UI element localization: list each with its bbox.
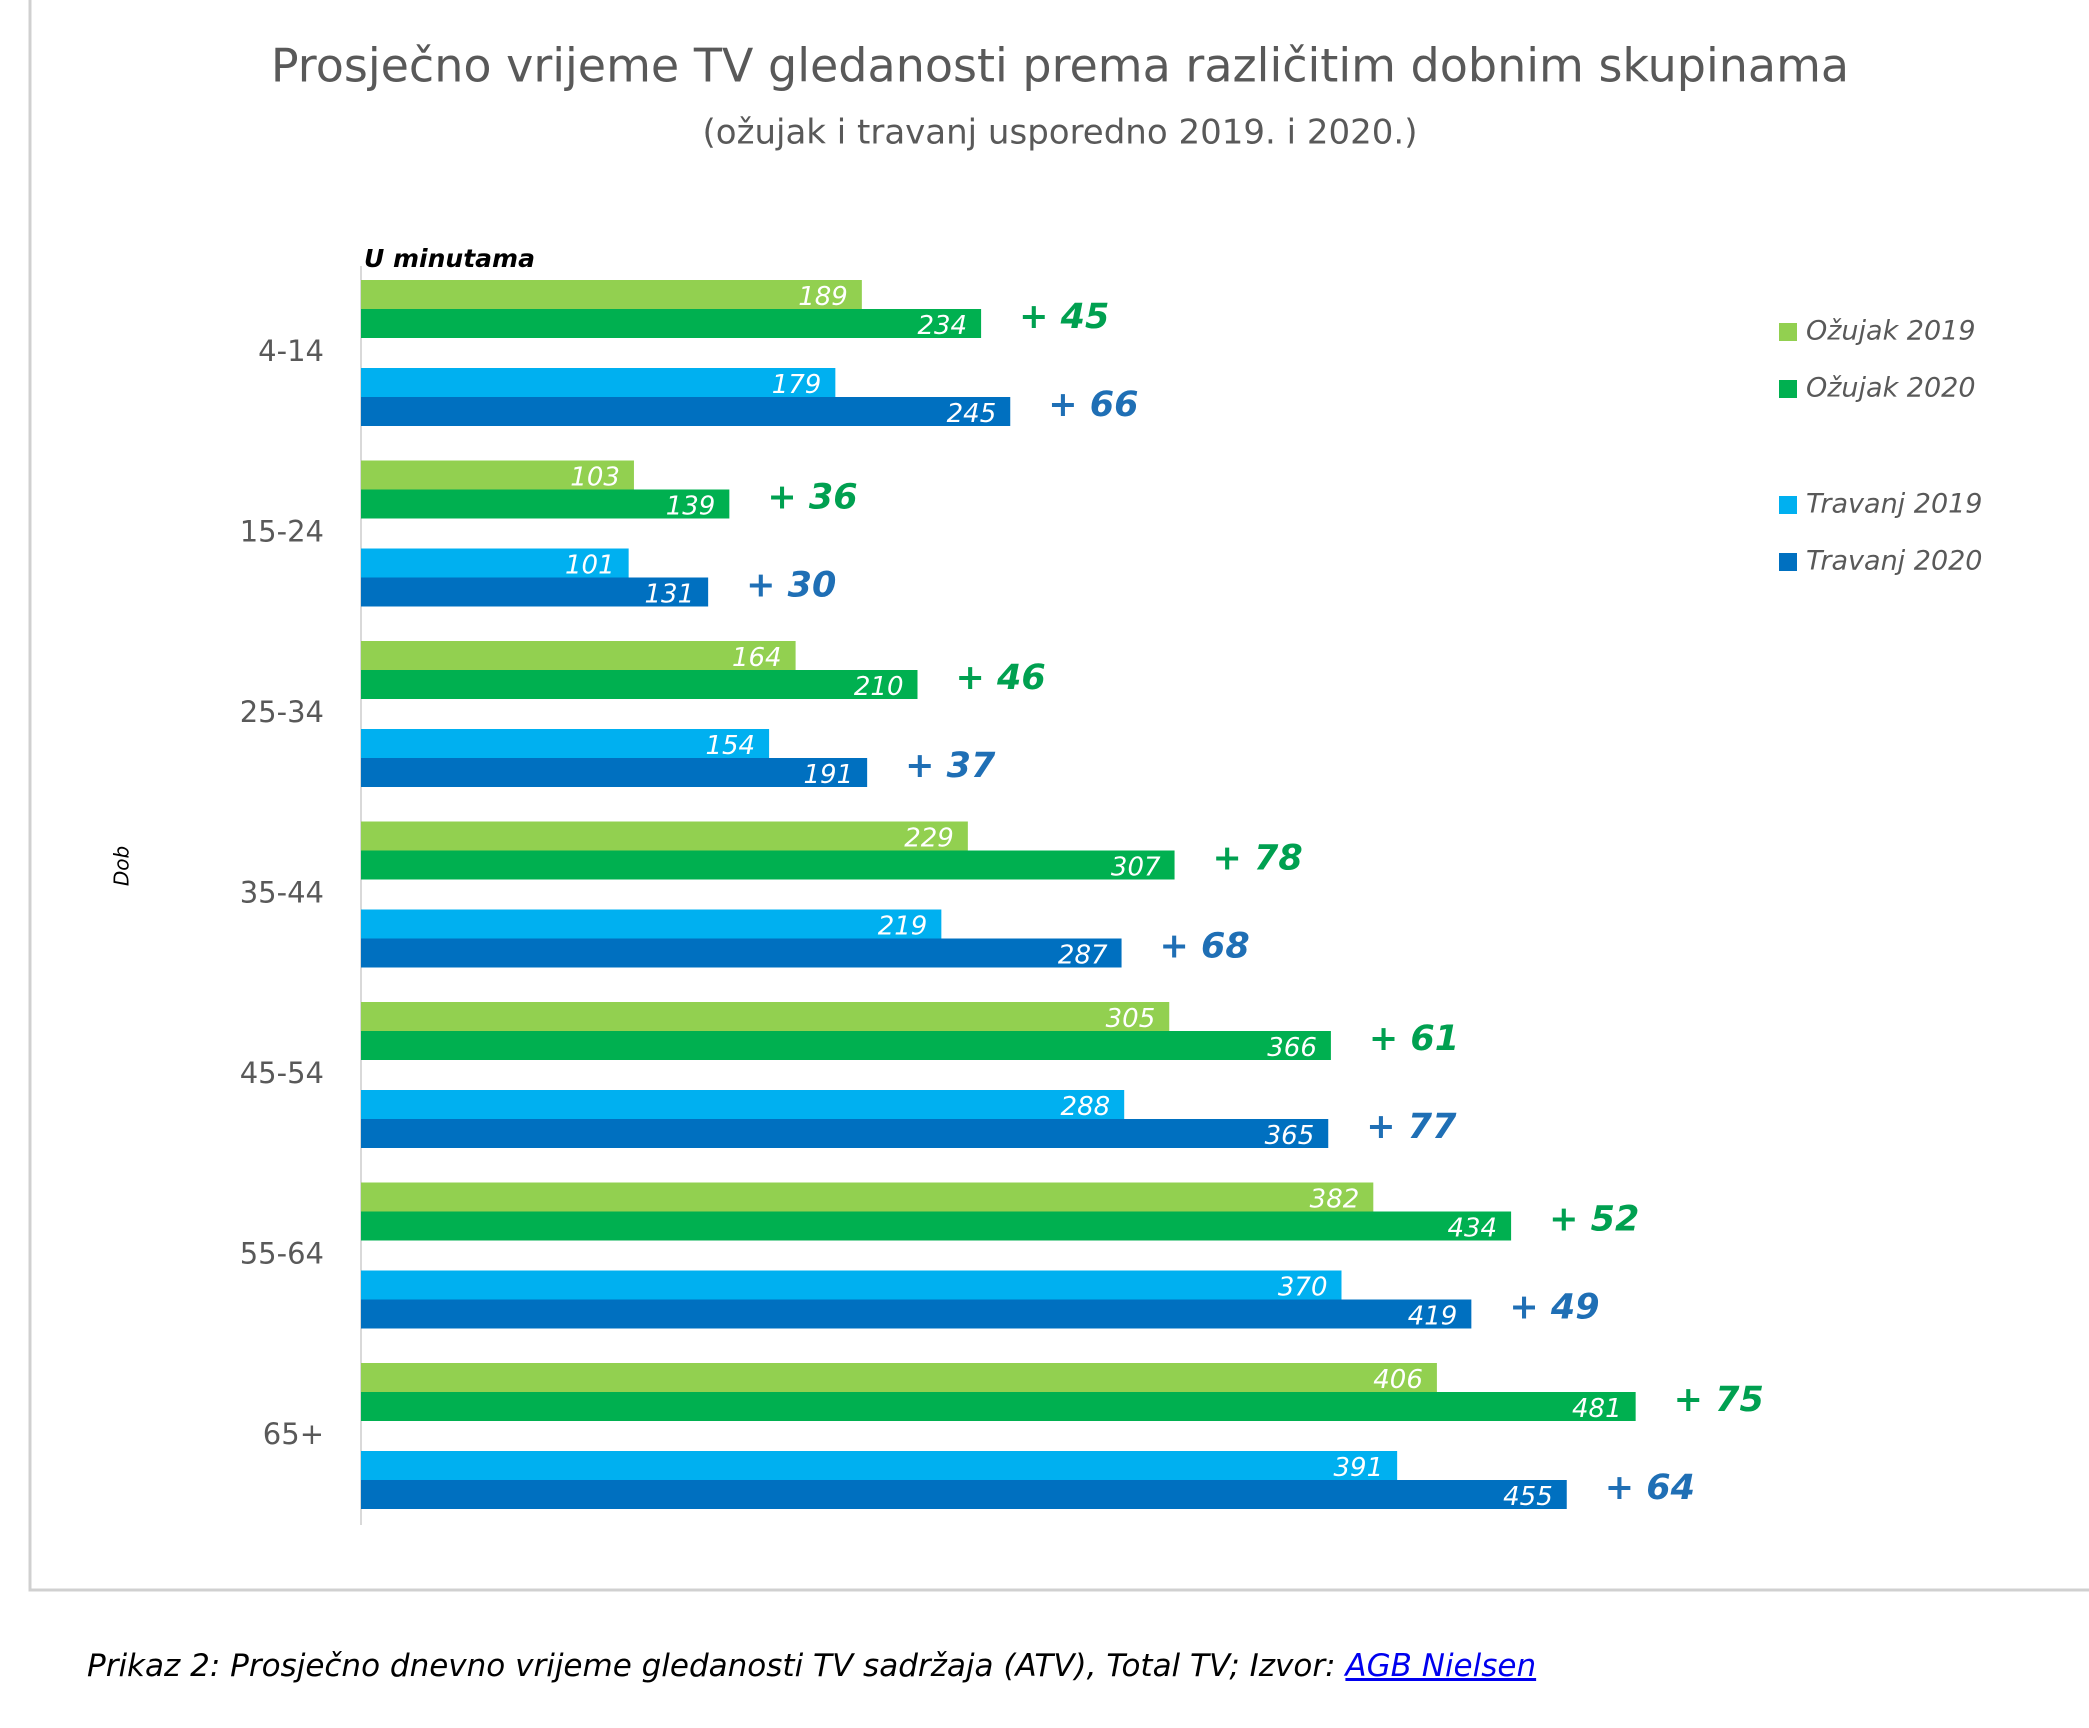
bar xyxy=(361,821,968,851)
bar xyxy=(361,309,982,338)
bar xyxy=(361,729,770,758)
data-label: 370 xyxy=(1278,1273,1328,1303)
change-label: + 49 xyxy=(1509,1288,1599,1328)
bar xyxy=(361,460,634,490)
change-label: + 46 xyxy=(956,658,1046,698)
change-label: + 68 xyxy=(1160,927,1250,967)
data-label: 391 xyxy=(1334,1453,1384,1483)
y-tick-label: 25-34 xyxy=(240,695,324,729)
data-label: 210 xyxy=(854,672,904,702)
bar xyxy=(361,1480,1567,1509)
legend-label: Ožujak 2020 xyxy=(1806,373,1976,404)
data-label: 219 xyxy=(878,912,928,942)
bar xyxy=(361,548,629,578)
change-label: + 61 xyxy=(1369,1019,1459,1059)
data-label: 103 xyxy=(570,463,620,493)
chart: Prosječno vrijeme TV gledanosti prema ra… xyxy=(28,0,2089,1592)
change-label: + 77 xyxy=(1366,1107,1457,1147)
bar xyxy=(361,1451,1398,1480)
y-axis-label: Dob xyxy=(110,846,134,886)
data-label: 189 xyxy=(798,282,848,312)
change-label: + 78 xyxy=(1213,839,1303,879)
caption-text: Prikaz 2: Prosječno dnevno vrijeme gleda… xyxy=(87,1648,1346,1684)
data-label: 179 xyxy=(772,370,822,400)
legend-swatch xyxy=(1779,323,1797,341)
legend-swatch xyxy=(1779,380,1797,398)
chart-title: Prosječno vrijeme TV gledanosti prema ra… xyxy=(271,39,1849,93)
data-label: 131 xyxy=(645,580,695,610)
y-tick-label: 4-14 xyxy=(258,334,324,368)
bar xyxy=(361,909,942,939)
data-label: 164 xyxy=(732,643,782,673)
bar xyxy=(361,368,836,397)
data-label: 288 xyxy=(1061,1092,1111,1122)
bar xyxy=(361,577,709,607)
data-label: 229 xyxy=(904,824,954,854)
legend-label: Travanj 2020 xyxy=(1806,546,1982,577)
data-label: 305 xyxy=(1106,1004,1156,1034)
unit-label: U minutama xyxy=(364,244,535,273)
bar xyxy=(361,1363,1437,1392)
bar xyxy=(361,1090,1125,1119)
bar xyxy=(361,1031,1331,1060)
bar xyxy=(361,1119,1329,1148)
change-label: + 52 xyxy=(1549,1200,1639,1240)
bar xyxy=(361,1182,1374,1212)
chart-border xyxy=(28,0,2089,1592)
legend-swatch xyxy=(1779,553,1797,571)
change-label: + 45 xyxy=(1019,297,1109,337)
legend-label: Ožujak 2019 xyxy=(1806,316,1976,347)
bar xyxy=(361,850,1175,880)
y-tick-label: 35-44 xyxy=(240,876,324,910)
bar xyxy=(361,1211,1512,1241)
y-tick-label: 45-54 xyxy=(240,1056,324,1090)
bar xyxy=(361,1392,1636,1421)
y-tick-label: 65+ xyxy=(263,1417,324,1451)
bar xyxy=(361,758,868,787)
data-label: 382 xyxy=(1310,1185,1360,1215)
bar xyxy=(361,938,1122,968)
bar xyxy=(361,641,796,670)
data-label: 245 xyxy=(947,399,997,429)
bar xyxy=(361,1002,1170,1031)
change-label: + 30 xyxy=(746,566,836,606)
change-label: + 36 xyxy=(767,478,857,518)
bar xyxy=(361,1299,1472,1329)
source-link[interactable]: AGB Nielsen xyxy=(1345,1648,1537,1684)
bar xyxy=(361,489,730,519)
bar xyxy=(361,397,1011,426)
y-tick-label: 15-24 xyxy=(240,515,324,549)
legend-label: Travanj 2019 xyxy=(1806,489,1982,520)
data-label: 455 xyxy=(1503,1482,1553,1512)
change-label: + 64 xyxy=(1605,1468,1695,1508)
data-label: 287 xyxy=(1058,941,1108,971)
data-label: 419 xyxy=(1408,1302,1458,1332)
legend-swatch xyxy=(1779,496,1797,514)
data-label: 406 xyxy=(1373,1365,1423,1395)
data-label: 307 xyxy=(1111,853,1161,883)
data-label: 366 xyxy=(1267,1033,1317,1063)
change-label: + 66 xyxy=(1048,385,1138,425)
bar xyxy=(361,1270,1342,1300)
change-label: + 75 xyxy=(1674,1380,1764,1420)
data-label: 234 xyxy=(917,311,967,341)
y-tick-label: 55-64 xyxy=(240,1237,324,1271)
data-label: 154 xyxy=(705,731,755,761)
data-label: 191 xyxy=(804,760,854,790)
data-label: 481 xyxy=(1572,1394,1622,1424)
data-label: 139 xyxy=(666,492,716,522)
data-label: 101 xyxy=(565,551,615,581)
bar xyxy=(361,280,862,309)
change-label: + 37 xyxy=(905,746,996,786)
data-label: 365 xyxy=(1265,1121,1315,1151)
caption: Prikaz 2: Prosječno dnevno vrijeme gleda… xyxy=(87,1648,1536,1684)
data-label: 434 xyxy=(1447,1214,1497,1244)
chart-subtitle: (ožujak i travanj usporedno 2019. i 2020… xyxy=(703,113,1418,153)
bar xyxy=(361,670,918,699)
